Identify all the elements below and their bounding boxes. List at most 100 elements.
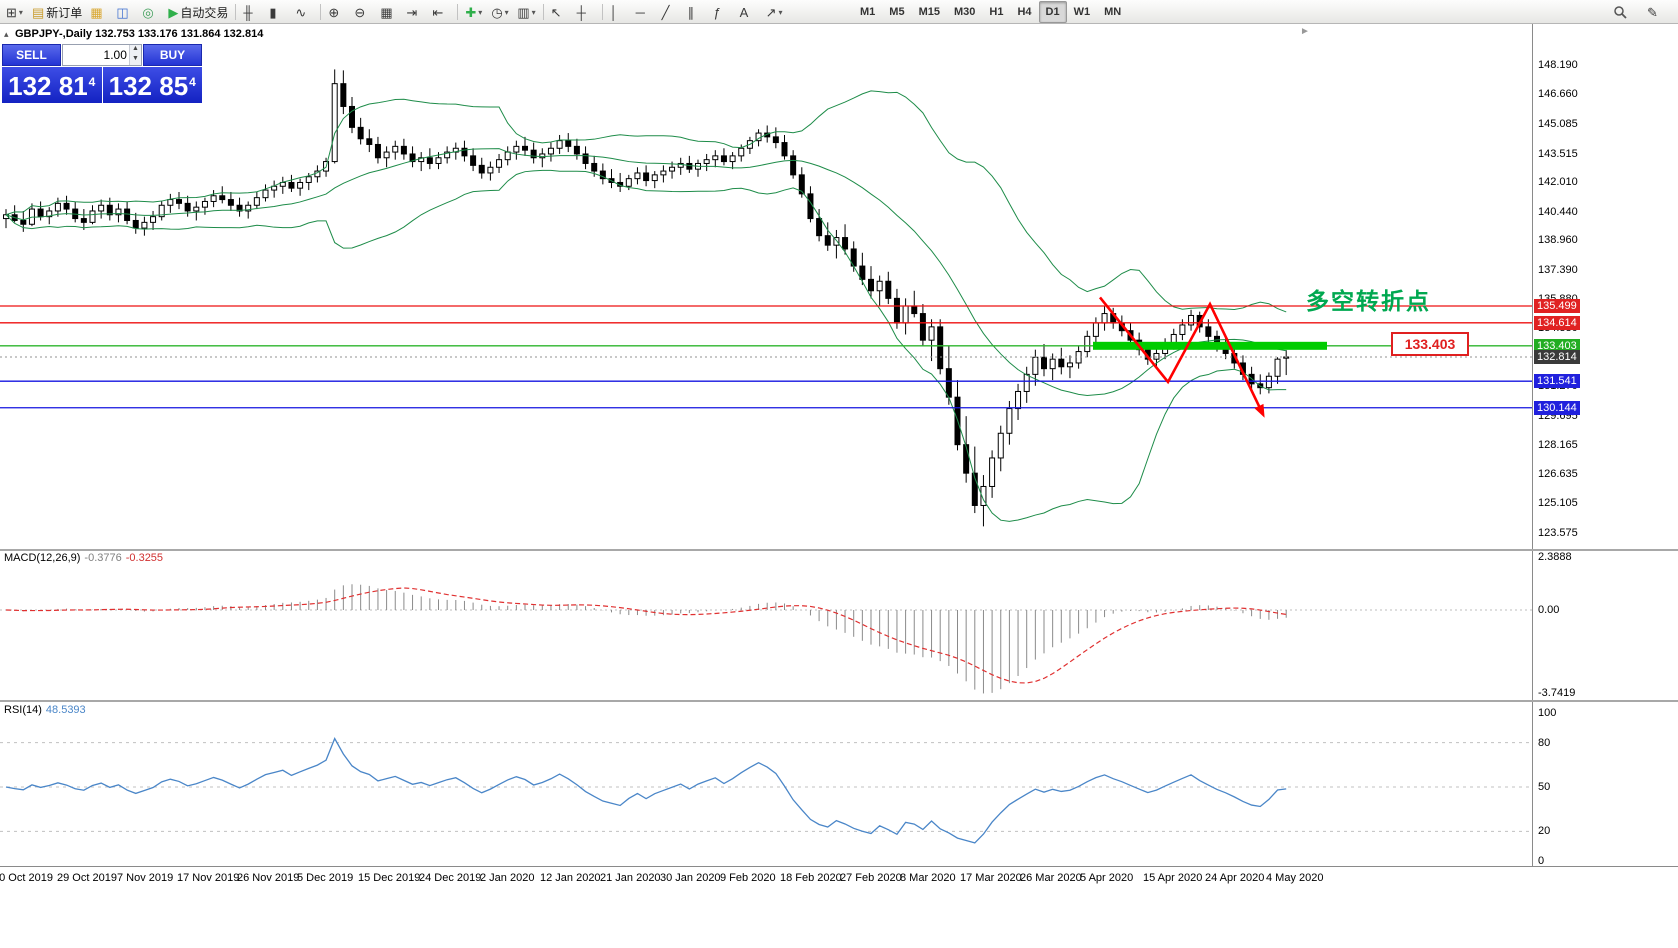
arrows-tool-caret-icon[interactable]: ▾ (778, 7, 783, 17)
date-label: 5 Apr 2020 (1080, 872, 1134, 884)
horizontal-line-icon: ─ (635, 4, 645, 20)
date-label: 15 Apr 2020 (1143, 872, 1203, 884)
cursor-icon: ↖ (550, 4, 562, 20)
indicators-button[interactable]: ✚ ▾ (461, 1, 487, 23)
feedback-button[interactable]: ✎ (1644, 1, 1668, 23)
indicators-caret-icon[interactable]: ▾ (478, 7, 483, 17)
auto-scroll-icon: ⇥ (406, 4, 418, 20)
templates-button[interactable]: ▥ ▾ (513, 1, 539, 23)
timeframe-m30-button[interactable]: M30 (953, 6, 976, 18)
price-tick: 143.515 (1538, 147, 1578, 160)
date-label: 17 Mar 2020 (960, 872, 1022, 884)
timeframe-h4-button[interactable]: H4 (1017, 6, 1032, 18)
macd-histogram (14, 584, 1287, 694)
price-scale[interactable]: 148.190 146.660 145.085 143.515 142.010 140.4… (1532, 24, 1678, 867)
equidistant-channel-icon: ∥ (687, 4, 695, 20)
text-tool-icon: A (739, 4, 749, 20)
templates-caret-icon[interactable]: ▾ (531, 7, 536, 17)
tile-windows-button[interactable]: ▦ (376, 1, 402, 23)
toolbar-separator (601, 4, 603, 20)
timeframe-h1-button[interactable]: H1 (989, 6, 1004, 18)
fibonacci-button[interactable]: ƒ (710, 1, 736, 23)
rsi-tick: 20 (1538, 825, 1551, 838)
scroll-to-end-icon[interactable]: ► (1300, 26, 1310, 37)
timeframe-d1-button[interactable]: D1 (1038, 1, 1067, 23)
support-price-tag: 133.403 (1391, 332, 1469, 356)
buy-button[interactable]: BUY (143, 44, 202, 66)
price-tick: 137.390 (1538, 264, 1578, 277)
horizontal-levels (0, 305, 1532, 409)
fibonacci-icon: ƒ (713, 4, 721, 20)
chart-line-button[interactable]: ∿ (291, 1, 317, 23)
chart-shift-button[interactable]: ⇤ (428, 1, 454, 23)
periods-button[interactable]: ◷ ▾ (487, 1, 513, 23)
buy-price-panel[interactable]: 132 85 4 (102, 67, 202, 103)
rsi-tick: 80 (1538, 736, 1551, 749)
equidistant-channel-button[interactable]: ∥ (684, 1, 710, 23)
date-label: 12 Jan 2020 (540, 872, 601, 884)
vertical-line-button[interactable]: │ (606, 1, 632, 23)
one-click-trading-panel: SELL ▲ ▼ BUY 132 814 132 854 (2, 44, 202, 103)
chart-bars-button[interactable]: ╫ (239, 1, 265, 23)
auto-scroll-button[interactable]: ⇥ (402, 1, 428, 23)
macd-panel-label: MACD(12,26,9) -0.3776 -0.3255 (4, 552, 164, 564)
zoom-out-button[interactable]: ⊖ (350, 1, 376, 23)
timeframe-m1-button[interactable]: M1 (860, 6, 876, 18)
search-button[interactable] (1610, 1, 1634, 23)
data-window-button[interactable]: ◫ (112, 1, 138, 23)
price-tick: 123.575 (1538, 526, 1578, 539)
periods-icon: ◷ (491, 4, 503, 20)
volume-up-button[interactable]: ▲ (129, 45, 141, 55)
sell-price-panel[interactable]: 132 81 4 (2, 67, 102, 103)
timeframe-mn-button[interactable]: MN (1104, 6, 1122, 18)
macd-tick: 0.00 (1538, 604, 1560, 616)
market-watch-button[interactable]: ▦ (86, 1, 112, 23)
macd-pane (0, 584, 1532, 694)
arrows-tool-button[interactable]: ↗ ▾ (762, 1, 788, 23)
zoom-in-button[interactable]: ⊕ (324, 1, 350, 23)
data-window-icon: ◫ (116, 4, 129, 20)
date-label: 27 Feb 2020 (840, 872, 902, 884)
crosshair-button[interactable]: ┼ (573, 1, 599, 23)
timeframe-w1-button[interactable]: W1 (1073, 6, 1091, 18)
rsi-pane (0, 737, 1532, 844)
chart-canvas[interactable] (0, 24, 1532, 948)
crosshair-icon: ┼ (576, 4, 586, 20)
pane-separator-macd[interactable] (0, 549, 1678, 551)
auto-trading-button[interactable]: ▶ 自动交易 (164, 1, 232, 23)
navigator-button[interactable]: ◎ (138, 1, 164, 23)
new-order-button[interactable]: ▤ 新订单 (28, 1, 86, 23)
timeframe-m15-button[interactable]: M15 (918, 6, 940, 18)
horizontal-line-button[interactable]: ─ (632, 1, 658, 23)
price-level-badge: 135.499 (1534, 298, 1580, 313)
date-label: 15 Dec 2019 (358, 872, 421, 884)
oneclick-toggle-button[interactable]: ▴ (4, 29, 9, 39)
new-chart-caret-icon[interactable]: ▾ (18, 7, 23, 17)
pane-separator-rsi[interactable] (0, 700, 1678, 702)
rsi-line (5, 737, 1287, 844)
price-tick: 140.440 (1538, 206, 1578, 219)
price-pane (0, 69, 1532, 527)
new-chart-button[interactable]: ⊞ ▾ (2, 1, 28, 23)
new-order-label: 新订单 (46, 5, 83, 20)
toolbar-right-group: ✎ (1610, 2, 1668, 22)
price-tick: 148.190 (1538, 58, 1578, 71)
toolbar: ⊞ ▾ ▤ 新订单 ▦ ◫ ◎ ▶ 自动交易 ╫ ▮ ∿ ⊕ ⊖ ▦ ⇥ ⇤ ✚ ▾ ◷ ▾ ▥ ▾ ↖ ┼ │ ─ ╱ ∥ ƒ A ↗ ▾ M… (0, 0, 1678, 24)
sell-button[interactable]: SELL (2, 44, 61, 66)
timeframe-m5-button[interactable]: M5 (889, 6, 905, 18)
periods-caret-icon[interactable]: ▾ (504, 7, 509, 17)
cursor-button[interactable]: ↖ (547, 1, 573, 23)
timeframe-group: M1 M5 M15 M30 H1 H4 D1 W1 MN (853, 1, 1128, 23)
date-label: 5 Dec 2019 (297, 872, 354, 884)
text-tool-button[interactable]: A (736, 1, 762, 23)
volume-input[interactable] (63, 45, 129, 65)
trendline-icon: ╱ (661, 4, 670, 20)
price-level-badge: 132.814 (1534, 350, 1580, 364)
trendline-button[interactable]: ╱ (658, 1, 684, 23)
date-label: 7 Nov 2019 (117, 872, 174, 884)
sell-price-pipette: 4 (88, 75, 96, 89)
chart-candles-button[interactable]: ▮ (265, 1, 291, 23)
volume-down-button[interactable]: ▼ (129, 55, 141, 65)
zoom-in-icon: ⊕ (328, 4, 340, 20)
